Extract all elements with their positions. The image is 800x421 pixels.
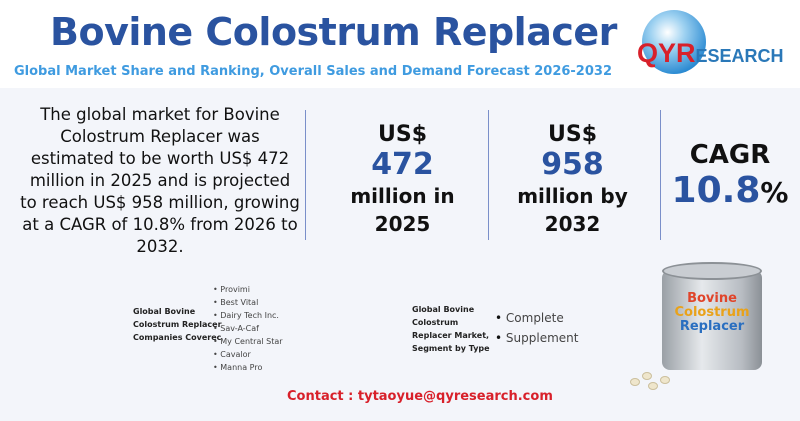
stat-2025: US$ 472 million in 2025	[350, 122, 455, 236]
list-item: Complete	[495, 308, 578, 328]
cagr-stat: CAGR 10.8%	[671, 140, 789, 211]
segments-label: Global Bovine Colostrum Replacer Market,…	[412, 305, 490, 353]
qyresearch-logo: QYRESEARCH	[637, 10, 787, 80]
list-item: Provimi	[213, 283, 283, 296]
list-item: Manna Pro	[213, 361, 283, 374]
list-item: My Central Star	[213, 335, 282, 348]
list-item: Dairy Tech Inc.	[213, 309, 283, 322]
page-subtitle: Global Market Share and Ranking, Overall…	[14, 64, 612, 79]
globe-icon	[642, 10, 706, 74]
divider	[305, 110, 306, 240]
product-can-image: Bovine Colostrum Replacer	[662, 262, 762, 377]
list-item: Sav-A-Caf	[213, 322, 283, 335]
companies-label: Global Bovine Colostrum Replacer Compani…	[133, 307, 222, 342]
contact-email[interactable]: Contact : tytaoyue@qyresearch.com	[287, 389, 553, 404]
companies-list: Provimi Best Vital Dairy Tech Inc. Sav-A…	[213, 283, 283, 374]
market-summary: The global market for Bovine Colostrum R…	[20, 105, 300, 256]
list-item: Best Vital	[213, 296, 283, 309]
segments-list: Complete Supplement	[495, 308, 579, 348]
stat-2032: US$ 958 million by 2032	[517, 122, 628, 236]
divider	[660, 110, 661, 240]
list-item: Supplement	[495, 328, 579, 348]
list-item: Cavalor	[213, 348, 283, 361]
divider	[488, 110, 489, 240]
page-title: Bovine Colostrum Replacer	[50, 10, 617, 54]
